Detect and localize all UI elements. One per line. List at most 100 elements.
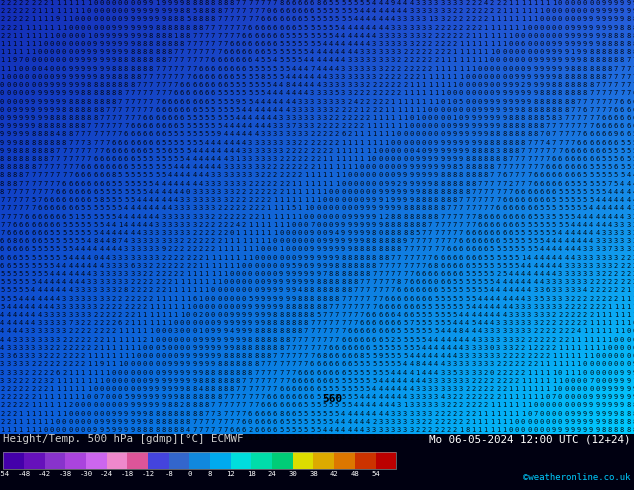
Text: 9: 9 [571, 33, 574, 39]
Text: 6: 6 [620, 107, 624, 113]
Text: 1: 1 [236, 246, 240, 252]
Text: 8: 8 [180, 41, 184, 47]
Text: 4: 4 [440, 345, 444, 351]
Text: 3: 3 [210, 205, 215, 211]
Text: 9: 9 [607, 24, 612, 31]
Text: 4: 4 [502, 312, 507, 318]
Text: 1: 1 [626, 312, 630, 318]
Text: 3: 3 [595, 255, 600, 261]
Text: 3: 3 [527, 328, 531, 335]
Text: 5: 5 [347, 402, 351, 408]
Text: 2: 2 [595, 279, 600, 285]
Text: 7: 7 [68, 164, 72, 170]
Text: 3: 3 [124, 279, 128, 285]
Text: 9: 9 [353, 238, 358, 244]
Text: 7: 7 [391, 271, 395, 277]
Text: 5: 5 [49, 246, 54, 252]
Text: 1: 1 [186, 271, 190, 277]
Text: 4: 4 [323, 41, 327, 47]
Text: 7: 7 [378, 263, 382, 269]
Text: 4: 4 [99, 230, 103, 236]
Text: 8: 8 [527, 115, 531, 121]
Text: 6: 6 [552, 156, 556, 162]
Text: 8: 8 [508, 140, 513, 146]
Text: 2: 2 [496, 394, 500, 400]
Text: 7: 7 [273, 0, 277, 6]
Text: 4: 4 [540, 246, 543, 252]
Text: 2: 2 [632, 263, 634, 269]
Text: 0: 0 [192, 328, 197, 335]
Text: 1: 1 [502, 402, 507, 408]
Text: 1: 1 [112, 345, 116, 351]
Text: 3: 3 [242, 181, 246, 187]
Text: 1: 1 [37, 8, 41, 14]
Text: 1: 1 [18, 24, 23, 31]
Text: 4: 4 [496, 312, 500, 318]
Text: 2: 2 [571, 328, 574, 335]
Text: 3: 3 [205, 197, 209, 203]
Text: 5: 5 [484, 263, 488, 269]
Text: 8: 8 [248, 353, 252, 359]
Text: 1: 1 [297, 189, 302, 195]
Text: 4: 4 [384, 17, 389, 23]
Text: 2: 2 [248, 427, 252, 433]
Text: 8: 8 [347, 263, 351, 269]
Text: 5: 5 [459, 295, 463, 302]
Text: 3: 3 [397, 17, 401, 23]
Text: 0: 0 [502, 74, 507, 80]
Text: 3: 3 [415, 386, 420, 392]
Text: 4: 4 [310, 74, 314, 80]
Text: 0: 0 [124, 378, 128, 384]
Text: 9: 9 [167, 361, 172, 368]
Text: 1: 1 [323, 189, 327, 195]
Text: 1: 1 [62, 17, 66, 23]
Text: 7: 7 [310, 337, 314, 343]
Text: 5: 5 [459, 304, 463, 310]
Text: 5: 5 [180, 140, 184, 146]
Text: 9: 9 [105, 66, 110, 72]
Text: 1: 1 [471, 66, 476, 72]
Text: 9: 9 [527, 90, 531, 97]
Text: 7: 7 [632, 74, 634, 80]
Text: 6: 6 [292, 0, 295, 6]
Text: 9: 9 [391, 181, 395, 187]
Text: 1: 1 [323, 181, 327, 187]
Text: 1: 1 [502, 419, 507, 425]
Text: 0: 0 [292, 238, 295, 244]
Text: 7: 7 [217, 17, 221, 23]
Text: 8: 8 [353, 246, 358, 252]
Text: 9: 9 [267, 295, 271, 302]
Text: 4: 4 [56, 295, 60, 302]
Text: 5: 5 [359, 378, 364, 384]
Text: 6: 6 [261, 411, 264, 416]
Text: 7: 7 [81, 140, 85, 146]
Text: 7: 7 [515, 181, 519, 187]
Text: 0: 0 [323, 205, 327, 211]
Text: 2: 2 [428, 49, 432, 55]
Text: 5: 5 [546, 222, 550, 228]
Text: 2: 2 [595, 304, 600, 310]
Text: 0: 0 [496, 57, 500, 64]
Text: 3: 3 [496, 328, 500, 335]
Text: 2: 2 [434, 49, 438, 55]
Text: 7: 7 [236, 0, 240, 6]
Text: 2: 2 [254, 205, 259, 211]
Text: 2: 2 [236, 197, 240, 203]
Text: 4: 4 [428, 337, 432, 343]
Text: 7: 7 [428, 230, 432, 236]
Text: 3: 3 [254, 140, 259, 146]
Text: 8: 8 [43, 123, 48, 129]
Text: 3: 3 [490, 337, 494, 343]
Text: 6: 6 [620, 98, 624, 104]
Text: 0: 0 [136, 378, 141, 384]
Text: 6: 6 [267, 41, 271, 47]
Text: 7: 7 [533, 148, 538, 154]
Text: 8: 8 [292, 328, 295, 335]
Text: 2: 2 [124, 312, 128, 318]
Text: 8: 8 [13, 172, 16, 178]
Text: 7: 7 [248, 394, 252, 400]
Text: 2: 2 [459, 8, 463, 14]
Text: 6: 6 [459, 238, 463, 244]
Text: 0: 0 [68, 41, 72, 47]
Text: 9: 9 [99, 49, 103, 55]
